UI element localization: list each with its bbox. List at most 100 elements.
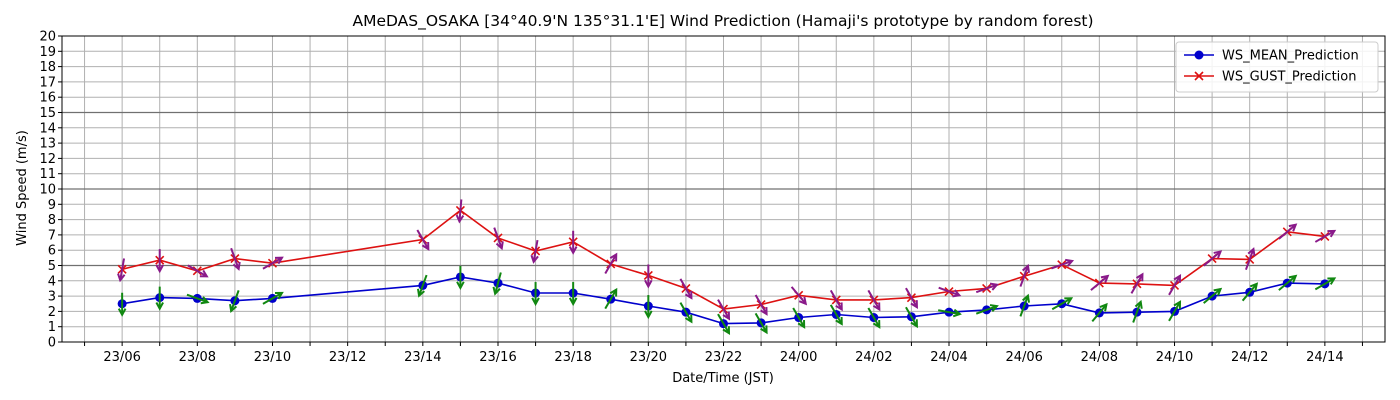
wind-arrow bbox=[644, 295, 653, 320]
wind-arrow-shaft bbox=[1168, 275, 1181, 296]
y-tick-label: 12 bbox=[39, 152, 56, 167]
wind-arrow-shaft bbox=[867, 289, 881, 310]
wind-arrow-head bbox=[1213, 250, 1223, 259]
wind-arrow bbox=[790, 286, 808, 306]
x-tick-label: 23/22 bbox=[705, 350, 742, 365]
wind-arrow-shaft bbox=[119, 258, 126, 281]
wind-arrow-shaft bbox=[1278, 224, 1297, 240]
wind-arrow-head bbox=[1288, 274, 1298, 283]
wind-arrow-head bbox=[456, 281, 465, 291]
wind-arrow bbox=[1244, 247, 1256, 271]
y-tick-label: 14 bbox=[39, 121, 56, 136]
y-tick-label: 9 bbox=[48, 198, 56, 213]
x-tick-label: 24/08 bbox=[1081, 350, 1118, 365]
wind-arrow bbox=[717, 313, 731, 335]
wind-arrow bbox=[679, 302, 693, 324]
x-tick-label: 23/16 bbox=[479, 350, 516, 365]
wind-arrow-shaft bbox=[1244, 248, 1255, 271]
wind-arrow-shaft bbox=[1314, 277, 1335, 291]
wind-arrow-shaft bbox=[1132, 301, 1142, 323]
wind-arrow bbox=[1314, 229, 1337, 243]
wind-arrow-head bbox=[155, 264, 164, 274]
wind-arrow bbox=[455, 199, 465, 224]
x-tick-label: 23/18 bbox=[554, 350, 591, 365]
wind-arrow-head bbox=[1135, 272, 1144, 282]
wind-arrow-shaft bbox=[1019, 295, 1029, 317]
wind-arrow bbox=[829, 304, 843, 326]
wind-arrow-head bbox=[722, 326, 731, 335]
wind-arrow bbox=[568, 282, 578, 307]
wind-arrow-head bbox=[417, 288, 425, 298]
y-tick-label: 10 bbox=[39, 183, 56, 198]
y-tick-label: 6 bbox=[48, 244, 56, 259]
x-tick-label: 24/12 bbox=[1231, 350, 1268, 365]
wind-arrow bbox=[155, 249, 164, 274]
wind-arrow-head bbox=[1173, 274, 1182, 283]
wind-arrow-shaft bbox=[754, 312, 768, 333]
wind-arrow-shaft bbox=[829, 304, 843, 325]
wind-arrow-head bbox=[989, 304, 999, 313]
wind-arrow-head bbox=[568, 297, 578, 307]
wind-arrow bbox=[938, 286, 962, 298]
x-tick-label: 23/14 bbox=[404, 350, 441, 365]
wind-arrow-shaft bbox=[1203, 288, 1222, 304]
x-tick-label: 24/02 bbox=[855, 350, 892, 365]
wind-arrow-head bbox=[492, 286, 501, 296]
wind-arrow bbox=[229, 290, 240, 313]
wind-arrow bbox=[1051, 297, 1074, 311]
y-tick-label: 0 bbox=[48, 336, 56, 351]
wind-arrow-shaft bbox=[790, 286, 807, 305]
wind-arrow bbox=[1091, 302, 1108, 322]
wind-arrow-head bbox=[798, 296, 808, 306]
wind-arrow-head bbox=[229, 303, 238, 313]
wind-arrow-shaft bbox=[1130, 273, 1144, 294]
wind-arrow bbox=[117, 292, 127, 317]
wind-arrow-head bbox=[644, 310, 653, 320]
wind-arrow-head bbox=[872, 302, 881, 312]
wind-arrow-head bbox=[1100, 274, 1110, 283]
y-tick-label: 20 bbox=[39, 30, 56, 45]
wind-arrow-head bbox=[684, 290, 693, 300]
wind-arrow-head bbox=[1249, 282, 1259, 291]
wind-arrow-head bbox=[989, 282, 999, 291]
wind-arrow bbox=[829, 289, 843, 312]
x-tick-label: 24/00 bbox=[780, 350, 817, 365]
wind-arrow-head bbox=[644, 279, 653, 289]
y-tick-label: 17 bbox=[39, 75, 56, 90]
wind-arrow-shaft bbox=[679, 302, 693, 323]
wind-arrow bbox=[530, 239, 539, 264]
y-tick-label: 18 bbox=[39, 60, 56, 75]
y-tick-label: 11 bbox=[39, 167, 56, 182]
wind-arrow-shaft bbox=[494, 272, 502, 294]
wind-arrow-head bbox=[910, 319, 918, 329]
threshold-lines bbox=[62, 111, 1385, 267]
wind-arrow-head bbox=[872, 320, 881, 329]
wind-arrow-head bbox=[1065, 258, 1075, 267]
chart-title: AMeDAS_OSAKA [34°40.9'N 135°31.1'E] Wind… bbox=[352, 12, 1093, 31]
y-tick-label: 15 bbox=[39, 106, 56, 121]
wind-arrow-head bbox=[530, 254, 539, 264]
wind-arrow bbox=[905, 306, 918, 329]
wind-arrow-head bbox=[1022, 263, 1030, 273]
wind-arrow bbox=[1278, 223, 1298, 240]
wind-arrow-head bbox=[722, 311, 731, 321]
wind-arrow bbox=[186, 293, 210, 305]
y-tick-label: 7 bbox=[48, 228, 56, 243]
series-line bbox=[121, 276, 1325, 325]
wind-arrow-shaft bbox=[938, 309, 961, 316]
wind-arrow bbox=[644, 264, 653, 289]
wind-arrow bbox=[1090, 274, 1110, 291]
wind-arrow bbox=[262, 291, 284, 305]
wind-arrow bbox=[1130, 272, 1144, 294]
wind-arrow-head bbox=[1327, 229, 1337, 238]
wind-arrow-head bbox=[1173, 300, 1182, 309]
y-tick-label: 1 bbox=[48, 320, 56, 335]
wind-arrow bbox=[717, 299, 731, 321]
wind-arrow bbox=[975, 282, 999, 294]
wind-arrow-head bbox=[1213, 287, 1223, 296]
wind-arrow bbox=[493, 227, 504, 251]
wind-arrow bbox=[262, 256, 284, 270]
wind-arrow-shaft bbox=[1314, 230, 1335, 243]
wind-arrow bbox=[679, 278, 693, 300]
